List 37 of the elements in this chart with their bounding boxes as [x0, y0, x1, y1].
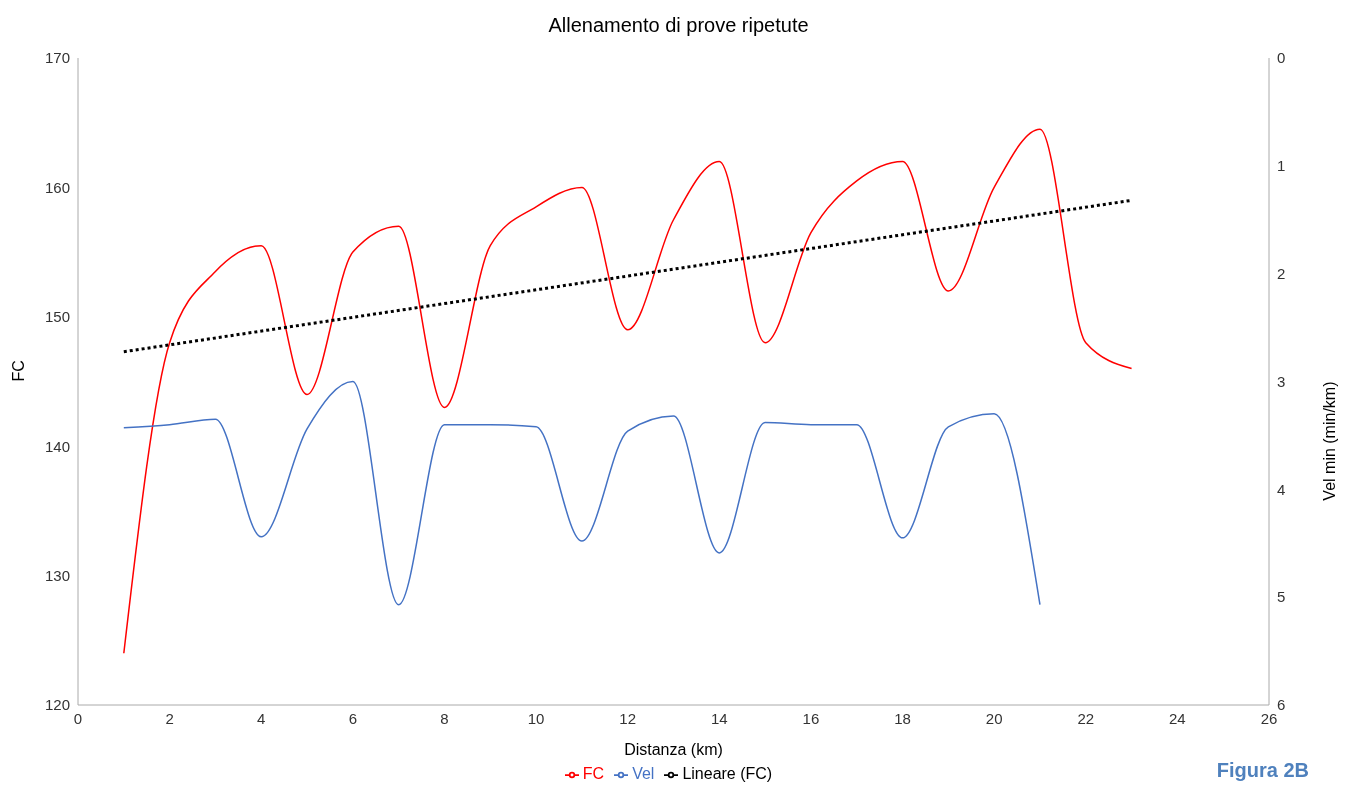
x-tick-label: 10: [527, 709, 545, 727]
y-tick-label: 140: [44, 437, 70, 455]
y2-tick-label: 6: [1277, 696, 1286, 714]
text: Figura 2B: [1216, 759, 1309, 782]
x-axis-title: Distanza (km): [624, 741, 723, 758]
legend-label: Vel: [632, 765, 655, 782]
y-tick-label: 120: [44, 696, 70, 714]
x-tick-label: 24: [1169, 709, 1186, 727]
x-tick-label: 2: [165, 709, 174, 727]
y2-tick-label: 4: [1277, 480, 1286, 498]
y2-tick-label: 1: [1277, 157, 1286, 175]
x-tick-label: 22: [1077, 709, 1095, 727]
x-tick-label: 20: [985, 709, 1003, 727]
y2-tick-label: 2: [1277, 264, 1286, 282]
y-tick-label: 130: [44, 566, 70, 584]
y-tick-label: 160: [44, 178, 70, 196]
legend-label: FC: [582, 765, 605, 782]
chart-title: Allenamento di prove ripetute: [547, 13, 810, 38]
y2-tick-label: 0: [1277, 49, 1286, 67]
x-tick-label: 18: [894, 709, 911, 727]
y-axis-title: FC: [9, 360, 27, 382]
legend-label: Lineare (FC): [682, 765, 773, 782]
line-series: [123, 380, 1041, 606]
x-tick-label: 0: [73, 709, 83, 727]
y2-tick-label: 3: [1277, 372, 1286, 390]
y2-axis-title: Vel min (min/km): [1320, 381, 1338, 501]
x-tick-label: 6: [348, 709, 358, 727]
line-series: [123, 128, 1133, 654]
x-tick-label: 26: [1260, 709, 1278, 727]
y-tick-label: 150: [44, 308, 70, 326]
y2-tick-label: 5: [1277, 588, 1286, 606]
x-tick-label: 14: [710, 709, 728, 727]
x-tick-label: 8: [440, 709, 449, 727]
x-tick-label: 16: [802, 709, 820, 727]
y-tick-label: 170: [44, 49, 70, 67]
x-tick-label: 12: [619, 709, 637, 727]
x-tick-label: 4: [257, 709, 266, 727]
